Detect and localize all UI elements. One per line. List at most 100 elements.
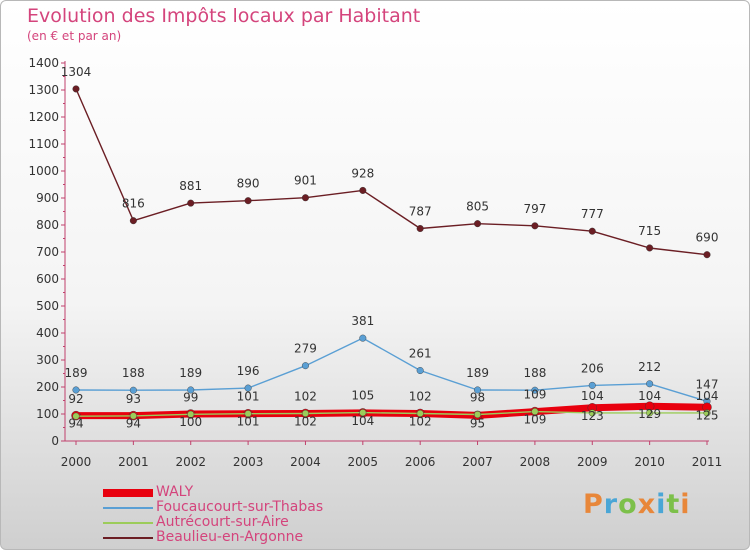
data-label-foucaucourt-sur-thabas: 188	[523, 366, 546, 380]
data-point-beaulieu-en-argonne	[531, 222, 539, 230]
chart-title: Evolution des Impôts locaux par Habitant	[27, 5, 421, 27]
data-point-autrecourt-sur-aire	[72, 412, 80, 420]
y-tick-label: 500	[36, 299, 59, 313]
data-label-foucaucourt-sur-thabas: 189	[65, 366, 88, 380]
data-label-foucaucourt-sur-thabas: 189	[466, 366, 489, 380]
data-point-beaulieu-en-argonne	[646, 244, 654, 252]
data-label-beaulieu-en-argonne: 690	[696, 231, 719, 245]
y-tick-label: 600	[36, 272, 59, 286]
legend-label-beaulieu: Beaulieu-en-Argonne	[156, 529, 304, 545]
data-label-autrecourt-sur-aire: 104	[638, 389, 661, 403]
data-point-autrecourt-sur-aire	[531, 408, 539, 416]
data-label-beaulieu-en-argonne: 890	[237, 177, 260, 191]
data-label-autrecourt-sur-aire: 93	[126, 392, 141, 406]
data-label-waly: 94	[126, 417, 141, 431]
data-point-autrecourt-sur-aire	[588, 409, 596, 417]
data-label-beaulieu-en-argonne: 901	[294, 174, 317, 188]
data-point-foucaucourt-sur-thabas	[416, 367, 424, 375]
data-label-foucaucourt-sur-thabas: 189	[179, 366, 202, 380]
data-label-waly: 129	[638, 407, 661, 421]
data-point-beaulieu-en-argonne	[72, 85, 80, 93]
data-point-beaulieu-en-argonne	[359, 186, 367, 194]
x-tick-label: 2001	[118, 455, 149, 469]
x-tick-label: 2010	[634, 455, 665, 469]
data-label-autrecourt-sur-aire: 92	[68, 392, 83, 406]
y-tick-label: 200	[36, 380, 59, 394]
data-point-autrecourt-sur-aire	[359, 409, 367, 417]
legend-label-autrecourt: Autrécourt-sur-Aire	[156, 514, 289, 530]
data-point-beaulieu-en-argonne	[129, 217, 137, 225]
data-point-foucaucourt-sur-thabas	[588, 381, 596, 389]
data-label-waly: 109	[523, 413, 546, 427]
data-point-autrecourt-sur-aire	[129, 412, 137, 420]
legend-swatch-autrecourt	[103, 522, 153, 524]
data-label-foucaucourt-sur-thabas: 196	[237, 364, 260, 378]
data-point-beaulieu-en-argonne	[703, 251, 711, 259]
data-label-autrecourt-sur-aire: 101	[237, 390, 260, 404]
data-label-foucaucourt-sur-thabas: 206	[581, 361, 604, 375]
data-label-beaulieu-en-argonne: 787	[409, 205, 432, 219]
legend-label-foucaucourt: Foucaucourt-sur-Thabas	[156, 499, 324, 515]
data-label-beaulieu-en-argonne: 1304	[61, 65, 92, 79]
x-tick-label: 2005	[348, 455, 379, 469]
data-point-beaulieu-en-argonne	[416, 225, 424, 233]
data-label-beaulieu-en-argonne: 928	[351, 166, 374, 180]
data-point-foucaucourt-sur-thabas	[359, 334, 367, 342]
data-point-autrecourt-sur-aire	[646, 409, 654, 417]
data-point-beaulieu-en-argonne	[244, 197, 252, 205]
data-label-autrecourt-sur-aire: 98	[470, 391, 485, 405]
data-point-foucaucourt-sur-thabas	[187, 386, 195, 394]
y-tick-label: 400	[36, 326, 59, 340]
data-label-waly: 102	[294, 414, 317, 428]
chart-series	[71, 85, 712, 421]
data-label-foucaucourt-sur-thabas: 188	[122, 366, 145, 380]
data-point-foucaucourt-sur-thabas	[72, 386, 80, 394]
x-tick-label: 2004	[290, 455, 321, 469]
chart-data-labels: 1304 816 881 890 901 928 787 805 797 777 715 690 189…	[61, 65, 719, 431]
x-tick-label: 2002	[175, 455, 206, 469]
data-point-autrecourt-sur-aire	[301, 409, 309, 417]
data-label-beaulieu-en-argonne: 816	[122, 197, 145, 211]
data-point-autrecourt-sur-aire	[187, 410, 195, 418]
series-line-beaulieu-en-argonne	[75, 88, 708, 256]
series-line-autrecourt-sur-aire	[75, 410, 707, 417]
y-tick-label: 1200	[28, 110, 59, 124]
data-label-foucaucourt-sur-thabas: 147	[696, 377, 719, 391]
data-label-autrecourt-sur-aire: 104	[581, 389, 604, 403]
legend-swatch-beaulieu	[103, 537, 153, 539]
data-label-autrecourt-sur-aire: 102	[294, 389, 317, 403]
data-point-autrecourt-sur-aire	[703, 409, 711, 417]
data-point-foucaucourt-sur-thabas	[244, 384, 252, 392]
data-label-foucaucourt-sur-thabas: 381	[351, 314, 374, 328]
data-label-waly: 123	[581, 409, 604, 423]
data-point-beaulieu-en-argonne	[187, 199, 195, 207]
proxiti-logo: Proxiti	[583, 489, 691, 520]
x-tick-label: 2011	[692, 455, 723, 469]
y-tick-label: 800	[36, 218, 59, 232]
y-tick-label: 1300	[28, 83, 59, 97]
y-tick-label: 1100	[28, 137, 59, 151]
data-label-waly: 100	[179, 415, 202, 429]
chart-subtitle: (en € et par an)	[27, 29, 122, 43]
x-tick-label: 2009	[577, 455, 608, 469]
data-label-foucaucourt-sur-thabas: 212	[638, 360, 661, 374]
data-label-waly: 94	[68, 417, 83, 431]
data-label-waly: 102	[409, 414, 432, 428]
data-point-autrecourt-sur-aire	[244, 410, 252, 418]
data-label-waly: 95	[470, 416, 485, 430]
y-tick-label: 1000	[28, 164, 59, 178]
data-label-autrecourt-sur-aire: 105	[351, 389, 374, 403]
x-tick-label: 2000	[61, 455, 92, 469]
x-tick-label: 2003	[233, 455, 264, 469]
data-point-foucaucourt-sur-thabas	[646, 380, 654, 388]
x-tick-label: 2006	[405, 455, 436, 469]
y-tick-label: 900	[36, 191, 59, 205]
y-tick-label: 0	[51, 434, 59, 448]
data-point-foucaucourt-sur-thabas	[531, 386, 539, 394]
data-label-beaulieu-en-argonne: 777	[581, 207, 604, 221]
data-point-autrecourt-sur-aire	[474, 411, 482, 419]
data-point-autrecourt-sur-aire	[416, 409, 424, 417]
y-tick-label: 700	[36, 245, 59, 259]
